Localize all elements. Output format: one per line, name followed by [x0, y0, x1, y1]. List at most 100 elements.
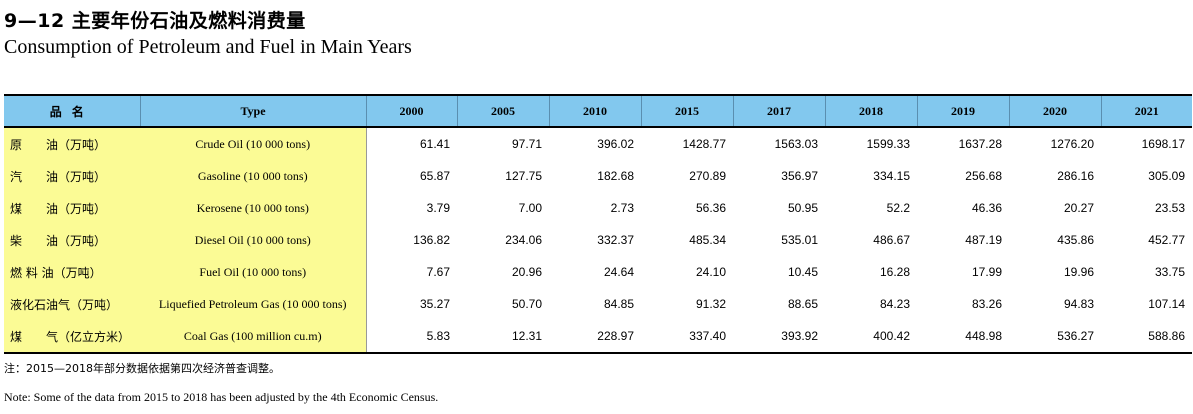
table-cell-value: 136.82	[413, 233, 450, 247]
table-cell-value: 35.27	[419, 297, 450, 311]
table-cell-value: 84.85	[603, 297, 634, 311]
row-name-cn: 液化石油气（万吨）	[4, 288, 140, 320]
header-name-cn: 品名	[4, 95, 141, 128]
table-cell-value: 65.87	[419, 169, 450, 183]
table-header-row: 品名 Type 2000 2005 2010 2015 2017 2018 20…	[4, 95, 1192, 128]
table-cell-value: 5.83	[426, 329, 450, 343]
table-cell-value: 12.31	[511, 329, 542, 343]
table-cell-value: 435.86	[1057, 233, 1094, 247]
table-cell-value: 19.96	[1063, 265, 1094, 279]
table-cell-value: 182.68	[597, 169, 634, 183]
table-body: 原 油（万吨） Crude Oil (10 000 tons) 61.41 97.71…	[4, 127, 1192, 353]
note-cn: 注：2015—2018年部分数据依据第四次经济普查调整。	[4, 362, 280, 375]
table-cell-value: 485.34	[689, 233, 726, 247]
table-cell-value: 448.98	[965, 329, 1002, 343]
table-cell-value: 396.02	[597, 137, 634, 151]
row-name-cn: 煤 油（万吨）	[4, 192, 140, 224]
row-name-cn: 煤 气（亿立方米）	[4, 320, 140, 353]
table-cell-value: 23.53	[1154, 201, 1185, 215]
header-year: 2018	[825, 95, 918, 128]
table-cell-value: 97.71	[511, 137, 542, 151]
header-year: 2020	[1009, 95, 1102, 128]
consumption-table: 品名 Type 2000 2005 2010 2015 2017 2018 20…	[4, 94, 1192, 354]
table-cell-value: 535.01	[781, 233, 818, 247]
header-year: 2010	[549, 95, 642, 128]
table-cell-value: 1698.17	[1141, 137, 1185, 151]
table-cell-value: 91.32	[695, 297, 726, 311]
header-year: 2021	[1101, 95, 1192, 128]
table-cell-value: 17.99	[971, 265, 1002, 279]
table-row: 柴 油（万吨） Diesel Oil (10 000 tons) 136.82 234…	[4, 224, 1192, 256]
row-name-en: Gasoline (10 000 tons)	[140, 160, 367, 192]
table-cell-value: 50.70	[511, 297, 542, 311]
table-cell-value: 7.67	[426, 265, 450, 279]
table-cell-value: 486.67	[873, 233, 910, 247]
row-name-cn: 柴 油（万吨）	[4, 224, 140, 256]
table-cell-value: 83.26	[971, 297, 1002, 311]
table-cell-value: 234.06	[505, 233, 542, 247]
table-cell-value: 305.09	[1148, 169, 1185, 183]
table-cell-value: 588.86	[1148, 329, 1185, 343]
table-cell-value: 46.36	[971, 201, 1002, 215]
table-cell-value: 16.28	[879, 265, 910, 279]
row-name-en: Fuel Oil (10 000 tons)	[140, 256, 367, 288]
table-cell-value: 2.73	[610, 201, 634, 215]
table-cell-value: 20.96	[511, 265, 542, 279]
table-cell-value: 84.23	[879, 297, 910, 311]
row-name-cn: 汽 油（万吨）	[4, 160, 140, 192]
table-row: 煤 油（万吨） Kerosene (10 000 tons) 3.79 7.00 2.7…	[4, 192, 1192, 224]
table-cell-value: 270.89	[689, 169, 726, 183]
row-name-en: Crude Oil (10 000 tons)	[140, 127, 367, 160]
table-cell-value: 1563.03	[774, 137, 818, 151]
table-cell-value: 3.79	[426, 201, 450, 215]
table-cell-value: 127.75	[505, 169, 542, 183]
header-year: 2017	[733, 95, 826, 128]
note-en: Note: Some of the data from 2015 to 2018…	[4, 390, 439, 404]
row-name-en: Coal Gas (100 million cu.m)	[140, 320, 367, 353]
page-title-cn: 9—12 主要年份石油及燃料消费量	[4, 10, 306, 32]
row-name-en: Kerosene (10 000 tons)	[140, 192, 367, 224]
table-cell-value: 10.45	[787, 265, 818, 279]
table-cell-value: 228.97	[597, 329, 634, 343]
table-row: 燃 料 油（万吨） Fuel Oil (10 000 tons) 7.67 20.96…	[4, 256, 1192, 288]
table-cell-value: 334.15	[873, 169, 910, 183]
row-name-en: Liquefied Petroleum Gas (10 000 tons)	[140, 288, 367, 320]
page-title-en: Consumption of Petroleum and Fuel in Mai…	[4, 36, 412, 58]
table-cell-value: 1599.33	[866, 137, 910, 151]
table-cell-value: 1276.20	[1050, 137, 1094, 151]
table-cell-value: 286.16	[1057, 169, 1094, 183]
table-cell-value: 24.10	[695, 265, 726, 279]
table-cell-value: 356.97	[781, 169, 818, 183]
table-cell-value: 487.19	[965, 233, 1002, 247]
table-cell-value: 1428.77	[682, 137, 726, 151]
table-cell-value: 88.65	[787, 297, 818, 311]
table-cell-value: 56.36	[695, 201, 726, 215]
table-cell-value: 393.92	[781, 329, 818, 343]
table-cell-value: 24.64	[603, 265, 634, 279]
table-cell-value: 61.41	[419, 137, 450, 151]
table-cell-value: 452.77	[1148, 233, 1185, 247]
table-row: 原 油（万吨） Crude Oil (10 000 tons) 61.41 97.71…	[4, 127, 1192, 160]
row-name-cn: 原 油（万吨）	[4, 127, 140, 160]
table-cell-value: 33.75	[1154, 265, 1185, 279]
header-year: 2000	[366, 95, 458, 128]
table-row: 液化石油气（万吨） Liquefied Petroleum Gas (10 000…	[4, 288, 1192, 320]
table-row: 煤 气（亿立方米） Coal Gas (100 million cu.m) 5.83…	[4, 320, 1192, 353]
header-type: Type	[140, 95, 367, 128]
header-year: 2015	[641, 95, 734, 128]
row-name-cn: 燃 料 油（万吨）	[4, 256, 140, 288]
table-cell-value: 7.00	[518, 201, 542, 215]
table-cell-value: 94.83	[1063, 297, 1094, 311]
table-cell-value: 107.14	[1148, 297, 1185, 311]
table-cell-value: 20.27	[1063, 201, 1094, 215]
table-cell-value: 50.95	[787, 201, 818, 215]
row-name-en: Diesel Oil (10 000 tons)	[140, 224, 367, 256]
table-cell-value: 1637.28	[958, 137, 1002, 151]
table-cell-value: 536.27	[1057, 329, 1094, 343]
table-row: 汽 油（万吨） Gasoline (10 000 tons) 65.87 127.75…	[4, 160, 1192, 192]
header-year: 2005	[457, 95, 550, 128]
table-cell-value: 332.37	[597, 233, 634, 247]
table-cell-value: 256.68	[965, 169, 1002, 183]
table-cell-value: 400.42	[873, 329, 910, 343]
table-cell-value: 52.2	[886, 201, 910, 215]
